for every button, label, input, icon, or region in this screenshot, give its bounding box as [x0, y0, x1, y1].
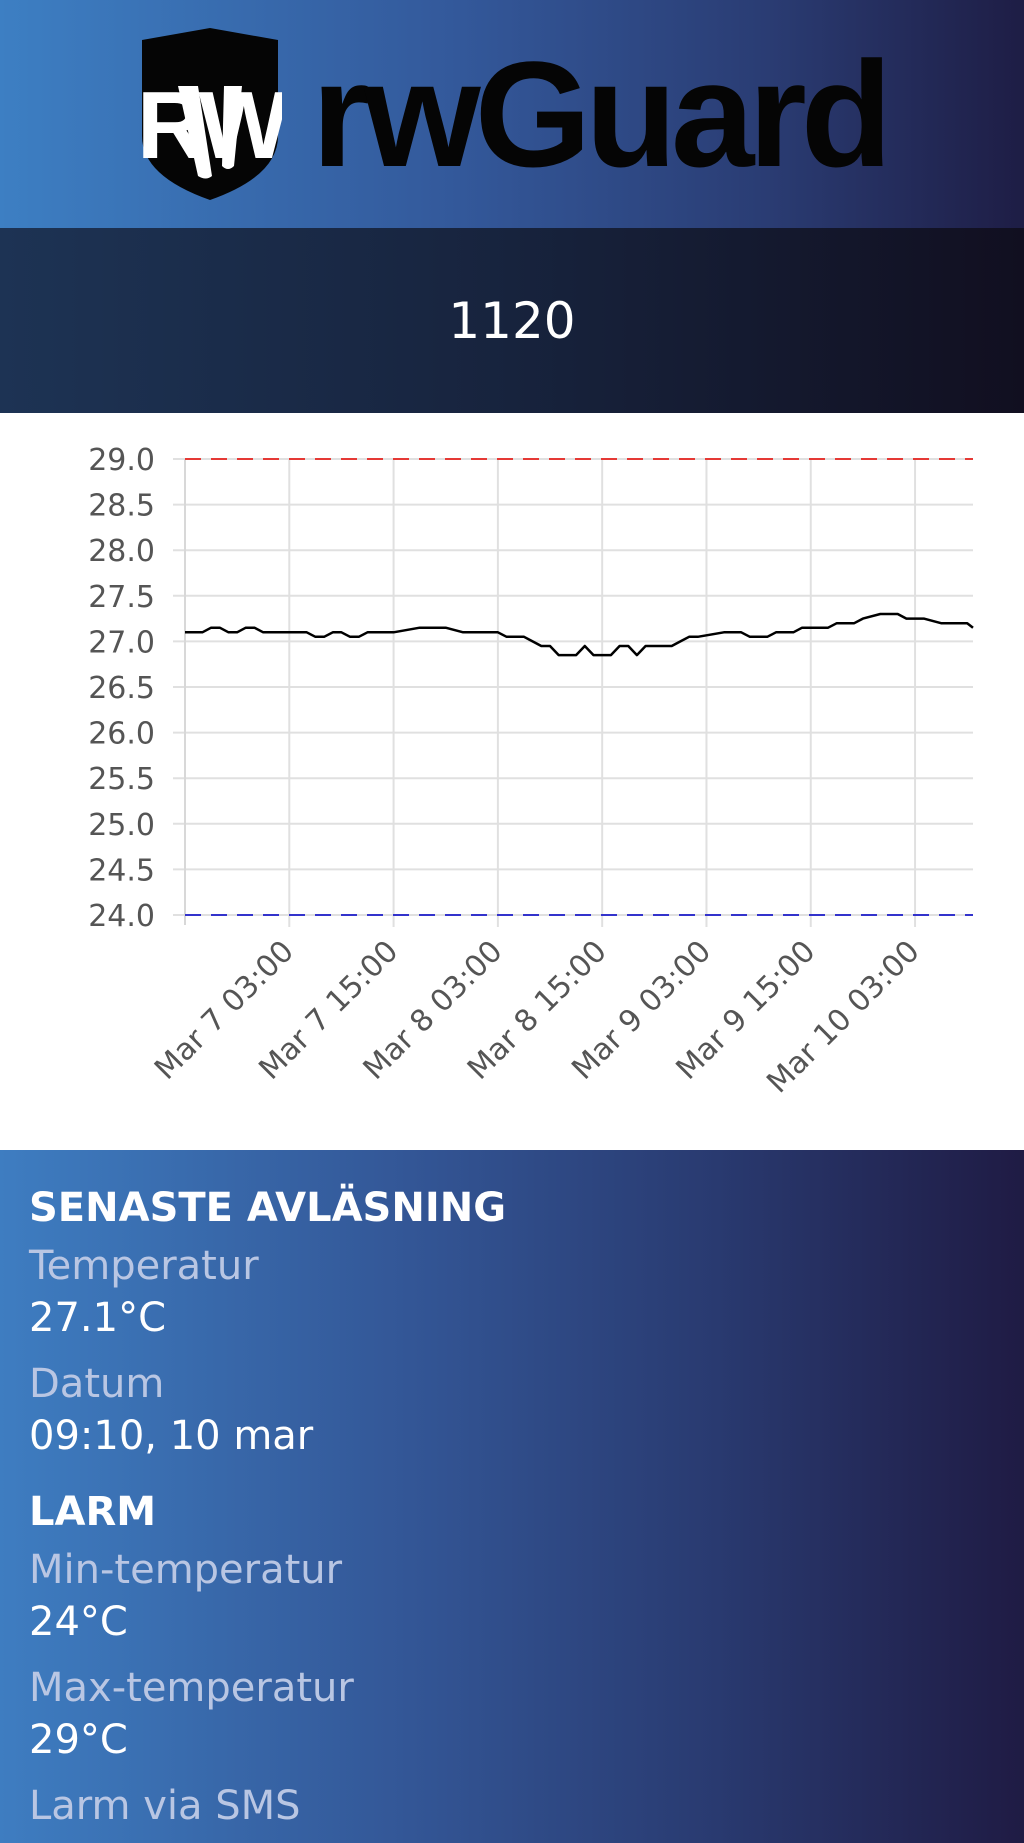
temperature-label: Temperatur	[29, 1243, 259, 1289]
y-tick-label: 28.0	[88, 534, 155, 569]
temperature-chart: 29.0 28.5 28.0 27.5 27.0 26.5 26.0 25.5 25.0 24.5…	[0, 413, 1024, 1150]
y-tick-label: 25.0	[88, 808, 155, 843]
app-header: RW rwGuard	[0, 0, 1024, 228]
date-value: 09:10, 10 mar	[29, 1413, 314, 1459]
min-temp-value: 24°C	[29, 1599, 128, 1645]
device-id: 1120	[448, 291, 576, 350]
rw-shield-logo-icon: RW	[138, 28, 282, 200]
y-tick-label: 25.5	[88, 762, 155, 797]
y-tick-label: 26.0	[88, 717, 155, 752]
rw-logo-letters: RW	[138, 72, 282, 179]
latest-reading-title: SENASTE AVLÄSNING	[29, 1185, 507, 1231]
y-tick-label: 29.0	[88, 443, 155, 478]
temperature-value: 27.1°C	[29, 1295, 166, 1341]
y-tick-label: 24.5	[88, 853, 155, 888]
brand-logo[interactable]: RW rwGuard	[138, 26, 893, 202]
y-tick-label: 27.5	[88, 580, 155, 615]
brand-name: rwGuard	[311, 30, 893, 198]
y-tick-label: 26.5	[88, 671, 155, 706]
info-panel: SENASTE AVLÄSNING Temperatur 27.1°C Datu…	[0, 1150, 1024, 1843]
temperature-series-line	[185, 612, 974, 657]
device-id-bar: 1120	[0, 228, 1024, 413]
min-temp-label: Min-temperatur	[29, 1547, 343, 1593]
y-tick-label: 28.5	[88, 489, 155, 524]
max-temp-label: Max-temperatur	[29, 1665, 354, 1711]
y-tick-label: 27.0	[88, 625, 155, 660]
temperature-chart-svg: 29.0 28.5 28.0 27.5 27.0 26.5 26.0 25.5 25.0 24.5…	[88, 443, 974, 1100]
alarm-title: LARM	[29, 1489, 157, 1535]
date-label: Datum	[29, 1361, 165, 1407]
sms-alarm-label[interactable]: Larm via SMS	[29, 1783, 301, 1829]
max-temp-value: 29°C	[29, 1717, 128, 1763]
y-tick-label: 24.0	[88, 899, 155, 934]
